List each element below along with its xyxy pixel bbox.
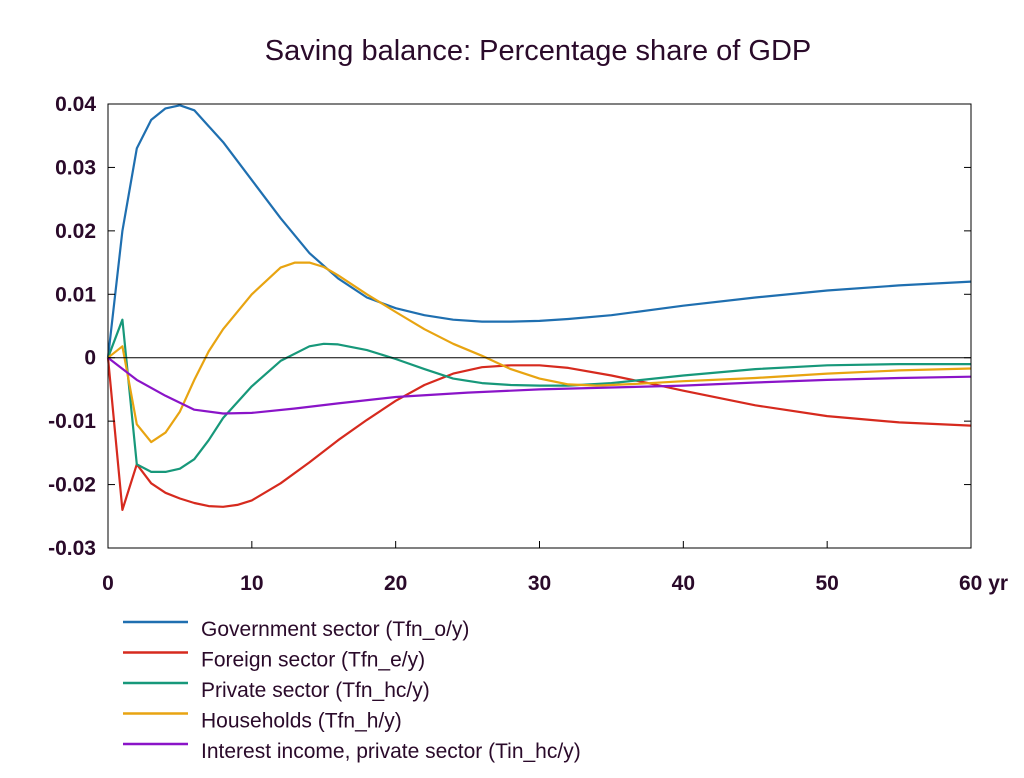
legend: Government sector (Tfn_o/y) Foreign secto… <box>123 618 581 763</box>
y-tick-label: 0.04 <box>55 93 96 116</box>
chart-title: Saving balance: Percentage share of GDP <box>265 35 812 67</box>
series-line-3 <box>106 318 971 473</box>
x-tick-label: 40 <box>672 572 695 595</box>
x-tick-label: 50 <box>815 572 838 595</box>
y-tick-label: 0.03 <box>55 156 96 179</box>
x-tick-label: 20 <box>384 572 407 595</box>
x-tick-label: 60 yr <box>959 572 1008 595</box>
legend-label-5: Interest income, private sector (Tin_hc/… <box>201 740 581 763</box>
y-tick-label: -0.02 <box>48 474 96 497</box>
plot-frame <box>107 103 972 549</box>
legend-label-4: Households (Tfn_h/y) <box>201 710 402 733</box>
series-line-1 <box>106 104 972 358</box>
x-tick-label: 0 <box>102 572 114 595</box>
y-tick-label: -0.03 <box>48 537 96 560</box>
y-tick-label: -0.01 <box>48 410 96 433</box>
x-tick-label: 30 <box>528 572 551 595</box>
y-tick-label: 0.02 <box>55 220 96 243</box>
legend-label-3: Private sector (Tfn_hc/y) <box>201 679 430 702</box>
series-line-4 <box>107 261 972 444</box>
legend-label-1: Government sector (Tfn_o/y) <box>201 618 469 641</box>
plot-area <box>106 104 972 511</box>
y-tick-label: 0.01 <box>55 283 96 306</box>
series-line-5 <box>107 356 972 415</box>
x-tick-label: 10 <box>240 572 263 595</box>
y-tick-label: 0 <box>84 347 96 370</box>
axes: -0.03 -0.02 -0.01 0 0.01 0.02 0.03 0.04 0 10 20 30 4… <box>48 93 1008 595</box>
legend-label-2: Foreign sector (Tfn_e/y) <box>201 649 425 672</box>
